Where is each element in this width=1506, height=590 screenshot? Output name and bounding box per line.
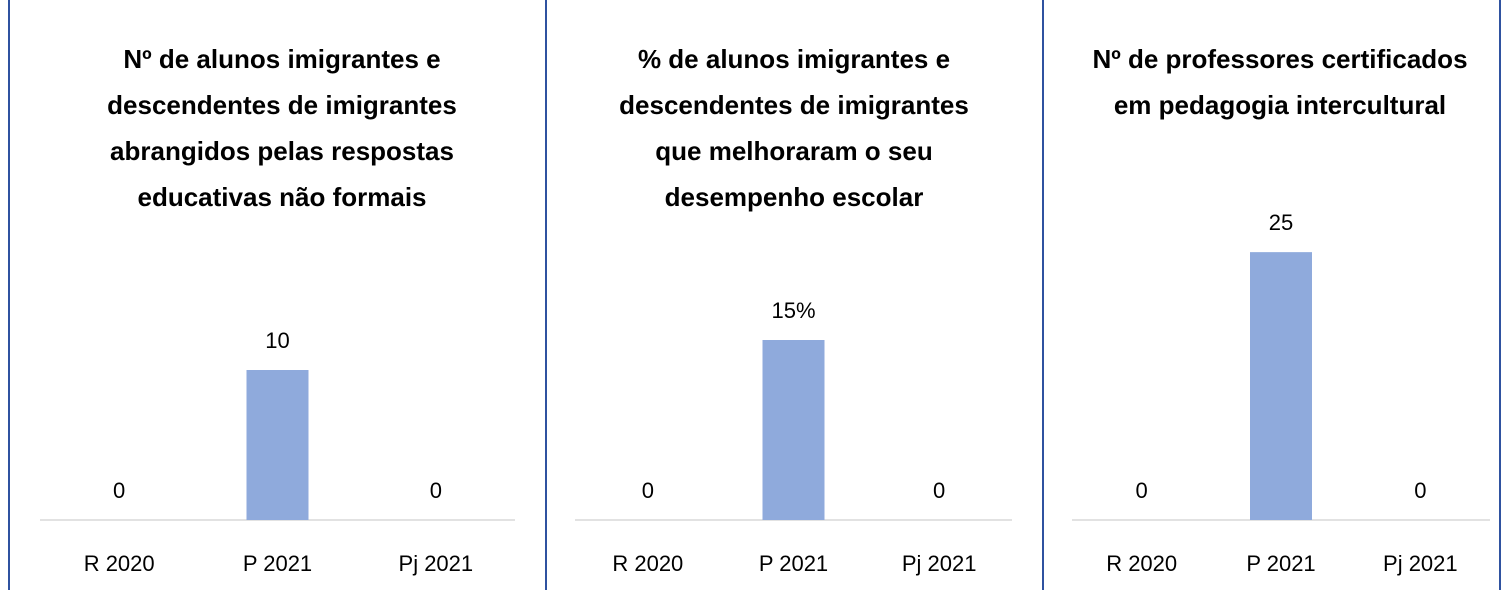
x-tick-label: Pj 2021 xyxy=(399,551,474,576)
data-label: 0 xyxy=(933,478,945,503)
x-tick-label: P 2021 xyxy=(1246,551,1315,576)
x-tick-label: Pj 2021 xyxy=(902,551,977,576)
x-tick-label: P 2021 xyxy=(759,551,828,576)
x-tick-label: P 2021 xyxy=(243,551,312,576)
x-tick-label: R 2020 xyxy=(1106,551,1177,576)
data-label: 0 xyxy=(430,478,442,503)
bar xyxy=(762,340,825,520)
data-label: 0 xyxy=(642,478,654,503)
bar xyxy=(1250,252,1312,520)
data-label: 0 xyxy=(113,478,125,503)
data-label: 0 xyxy=(1414,478,1426,503)
data-label: 25 xyxy=(1269,210,1293,235)
x-tick-label: R 2020 xyxy=(84,551,155,576)
chart-title: % de alunos imigrantes e descendentes de… xyxy=(619,44,969,212)
data-label: 15% xyxy=(771,298,815,323)
x-tick-label: Pj 2021 xyxy=(1383,551,1458,576)
chart-title: Nº de professores certificados em pedago… xyxy=(1092,44,1468,120)
data-label: 0 xyxy=(1136,478,1148,503)
data-label: 10 xyxy=(265,328,289,353)
x-tick-label: R 2020 xyxy=(612,551,683,576)
bar xyxy=(246,370,309,520)
chart-title: Nº de alunos imigrantes e descendentes d… xyxy=(107,44,457,212)
